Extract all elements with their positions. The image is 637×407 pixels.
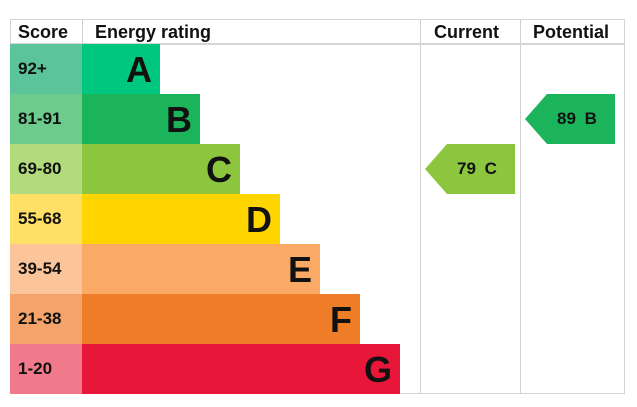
band-letter: E (287, 249, 312, 290)
current-rating-label: 79 C (457, 159, 497, 178)
band-letter: A (126, 49, 152, 90)
column-divider (420, 19, 421, 394)
potential-rating-label: 89 B (557, 109, 597, 128)
band-letter: D (246, 199, 272, 240)
band-score: 39-54 (10, 244, 82, 294)
band-bar: E (82, 244, 320, 294)
band-letter: F (330, 299, 352, 340)
band-bar: G (82, 344, 400, 394)
band-bar: D (82, 194, 280, 244)
band-bar: A (82, 44, 160, 94)
band-bar: F (82, 294, 360, 344)
header-potential: Potential (533, 22, 610, 42)
band-bar: B (82, 94, 200, 144)
band-bar: C (82, 144, 240, 194)
band-score: 69-80 (10, 144, 82, 194)
band-score: 92+ (10, 44, 82, 94)
header-divider (10, 43, 625, 45)
potential-rating-arrow: 89 B (525, 94, 615, 144)
header-current: Current (434, 22, 500, 42)
column-divider (82, 19, 83, 44)
band-letter: B (166, 99, 192, 140)
header-score: Score (18, 22, 69, 42)
header-energy-rating: Energy rating (95, 22, 212, 42)
band-letter: G (363, 349, 392, 390)
current-rating-arrow: 79 C (425, 144, 515, 194)
band-score: 1-20 (10, 344, 82, 394)
band-letter: C (206, 149, 232, 190)
band-score: 55-68 (10, 194, 82, 244)
band-score: 81-91 (10, 94, 82, 144)
column-divider (520, 19, 521, 394)
band-score: 21-38 (10, 294, 82, 344)
